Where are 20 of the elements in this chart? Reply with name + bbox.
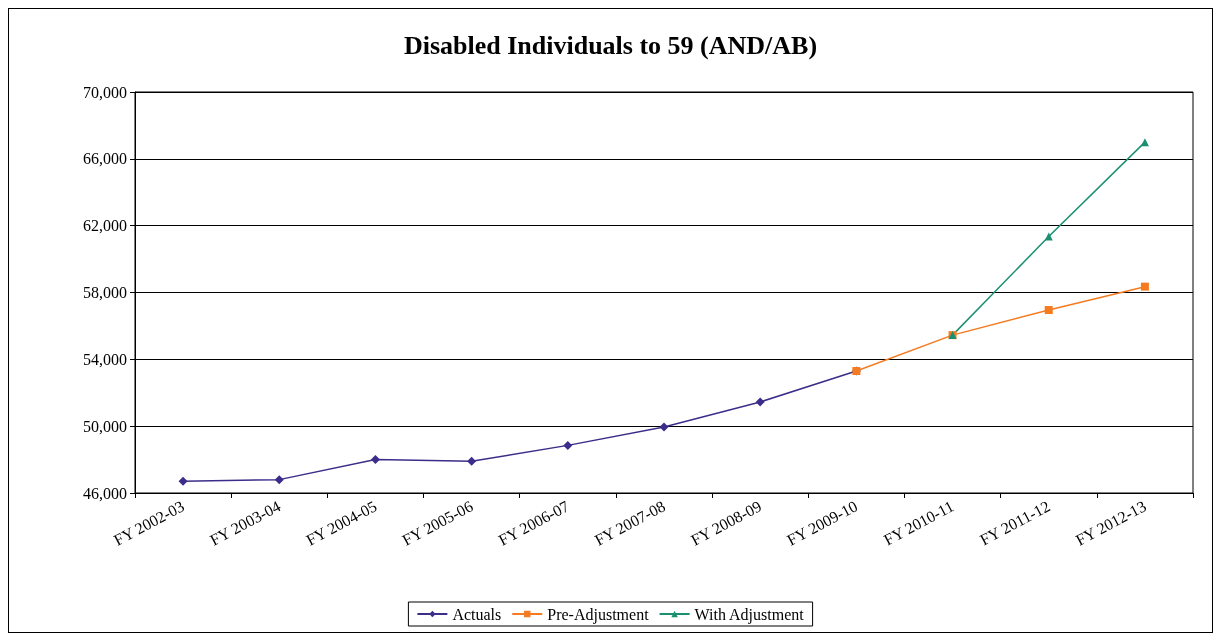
point [1044, 306, 1053, 315]
point [178, 476, 188, 486]
point [274, 475, 284, 485]
point [467, 456, 477, 466]
point [563, 440, 573, 450]
y-tick-label: 50,000 [83, 417, 127, 435]
point [370, 455, 380, 465]
chart-title: Disabled Individuals to 59 (AND/AB) [403, 30, 818, 60]
point [659, 422, 669, 432]
legend-label: Actuals [452, 605, 502, 623]
y-tick-label: 58,000 [83, 284, 127, 301]
y-tick-label: 46,000 [83, 484, 127, 502]
y-tick-label: 66,000 [83, 150, 127, 168]
y-tick-label: 62,000 [83, 217, 127, 235]
legend-label: With Adjustment [694, 605, 805, 624]
point [755, 397, 765, 407]
legend-label: Pre-Adjustment [547, 605, 650, 624]
y-tick-label: 54,000 [83, 350, 127, 368]
y-tick-label: 70,000 [83, 83, 127, 101]
point [1140, 282, 1149, 291]
